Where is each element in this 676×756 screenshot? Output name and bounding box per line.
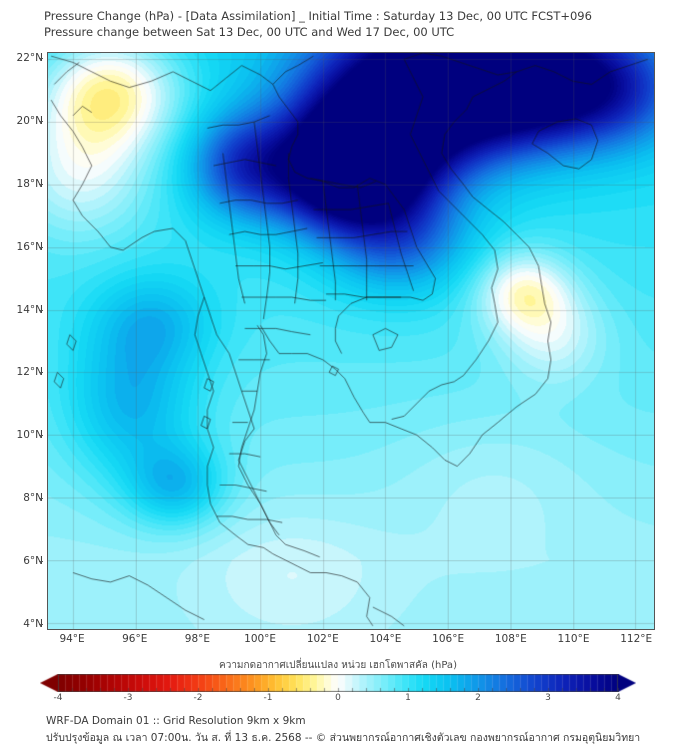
y-tick-label: 20°N (16, 115, 43, 128)
y-tick-mark (39, 435, 43, 437)
x-tick-label: 94°E (59, 633, 85, 645)
y-tick-mark (39, 309, 43, 311)
x-tick-label: 112°E (620, 633, 653, 645)
y-tick-label: 14°N (16, 303, 43, 316)
colorbar-tick-label: 3 (545, 693, 551, 703)
x-tick-label: 110°E (557, 633, 590, 645)
footer-block: WRF-DA Domain 01 :: Grid Resolution 9km … (46, 713, 666, 747)
colorbar-tick-label: -4 (53, 693, 63, 703)
colorbar-tick-label: 2 (475, 693, 481, 703)
colorbar-tick-label: 0 (335, 693, 341, 703)
y-tick-label: 10°N (16, 429, 43, 442)
colorbar-gradient (40, 674, 636, 692)
x-axis: 94°E 96°E 98°E 100°E 102°E 104°E 106°E 108°E 110… (47, 632, 655, 650)
y-tick-mark (39, 623, 43, 625)
colorbar-caption: ความกดอากาศเปลี่ยนแปลง หน่วย เฮกโตพาสคัล… (219, 660, 457, 671)
colorbar-tick-labels: -4 -3 -2 -1 0 1 2 3 4 (54, 693, 621, 707)
x-tick-label: 106°E (432, 633, 465, 645)
y-tick-mark (39, 560, 43, 562)
x-tick-label: 104°E (369, 633, 402, 645)
y-tick-label: 22°N (16, 52, 43, 65)
y-tick-mark (39, 58, 43, 60)
x-tick-label: 96°E (122, 633, 148, 645)
y-tick-label: 18°N (16, 177, 43, 190)
x-tick-label: 108°E (494, 633, 527, 645)
chart-title: Pressure Change (hPa) - [Data Assimilati… (44, 9, 592, 23)
y-tick-mark (39, 372, 43, 374)
x-tick-label: 102°E (306, 633, 339, 645)
y-tick-label: 16°N (16, 240, 43, 253)
x-tick-label: 98°E (184, 633, 211, 645)
lat-lon-gridlines (48, 53, 654, 629)
footer-attribution: ปรับปรุงข้อมูล ณ เวลา 07:00น. วัน ส. ที่… (46, 732, 641, 744)
colorbar-tick-label: -3 (123, 693, 133, 703)
title-block: Pressure Change (hPa) - [Data Assimilati… (44, 8, 664, 40)
y-tick-label: 8°N (23, 492, 43, 505)
colorbar-tick-label: 4 (615, 693, 621, 703)
y-axis: 4°N 6°N 8°N 10°N 12°N 14°N 16°N 18°N 20°N 22°N (0, 52, 43, 630)
y-tick-label: 6°N (23, 554, 43, 567)
colorbar-tick-label: 1 (405, 693, 411, 703)
y-tick-mark (39, 246, 43, 248)
x-tick-label: 100°E (244, 633, 277, 645)
colorbar-strip (40, 674, 636, 692)
footer-model-info: WRF-DA Domain 01 :: Grid Resolution 9km … (46, 715, 306, 727)
colorbar-block: ความกดอากาศเปลี่ยนแปลง หน่วย เฮกโตพาสคัล… (0, 658, 676, 708)
y-tick-label: 12°N (16, 366, 43, 379)
y-tick-mark (39, 183, 43, 185)
colorbar-tick-label: -2 (193, 693, 203, 703)
y-tick-mark (39, 498, 43, 500)
map-plot-area (47, 52, 655, 630)
colorbar-tick-label: -1 (263, 693, 273, 703)
chart-subtitle: Pressure change between Sat 13 Dec, 00 U… (44, 25, 455, 39)
y-tick-label: 4°N (23, 617, 43, 630)
y-tick-mark (39, 121, 43, 123)
